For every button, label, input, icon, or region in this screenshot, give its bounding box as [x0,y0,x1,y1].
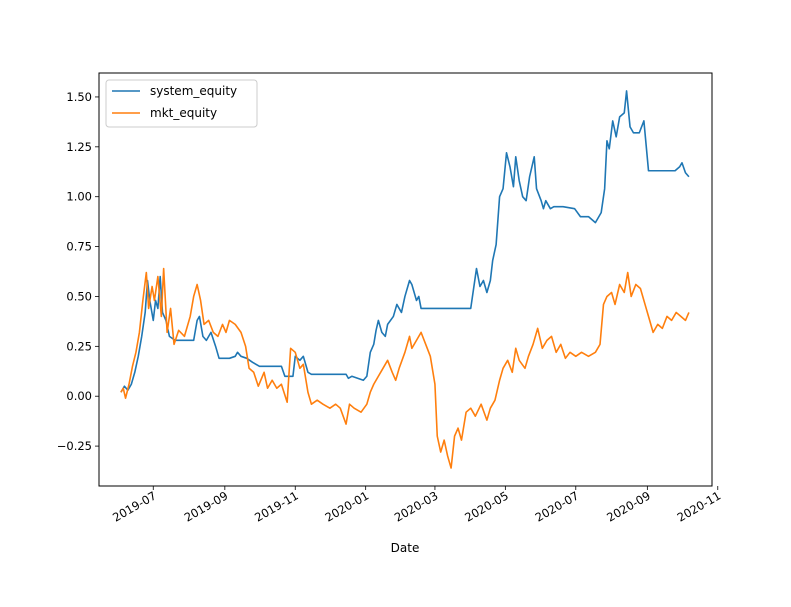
y-axis: −0.25 0.00 0.25 0.50 0.75 1.00 1.25 1.50 [57,90,99,453]
y-tick-label: 1.25 [66,140,92,154]
legend-label-system-equity: system_equity [150,84,237,98]
series-line-system-equity [120,90,690,393]
y-tick-label: 0.25 [66,339,92,353]
x-axis-label: Date [391,541,420,555]
legend-label-mkt-equity: mkt_equity [150,106,217,120]
y-tick-label: −0.25 [57,439,92,453]
legend: system_equity mkt_equity [105,79,258,128]
series-line-mkt-equity [120,267,690,469]
y-tick-label: 0.00 [66,389,92,403]
series-layer [120,90,690,469]
y-tick-label: 1.50 [66,90,92,104]
legend-box [105,79,258,128]
y-tick-label: 0.50 [66,289,92,303]
plot-frame [98,72,713,487]
y-tick-label: 1.00 [66,190,92,204]
y-tick-label: 0.75 [66,240,92,254]
